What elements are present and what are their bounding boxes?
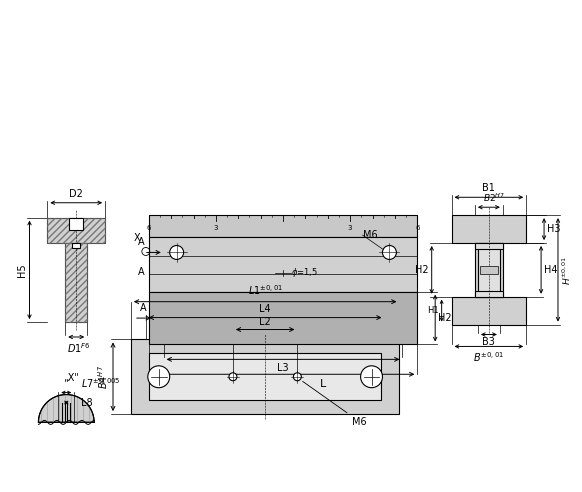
Text: A: A — [137, 267, 144, 277]
Text: „X": „X" — [63, 372, 79, 383]
Bar — [72, 243, 80, 248]
Text: 6: 6 — [147, 225, 151, 231]
Bar — [149, 215, 417, 237]
Bar — [69, 217, 83, 230]
Bar — [65, 243, 87, 322]
Bar — [452, 215, 526, 243]
Bar — [47, 217, 105, 243]
Text: L8: L8 — [81, 398, 93, 407]
Bar — [65, 243, 87, 322]
Circle shape — [229, 373, 237, 381]
Text: $D1^{F6}$: $D1^{F6}$ — [68, 341, 91, 355]
Text: H4: H4 — [544, 265, 558, 275]
Text: $H^{\pm 0,01}$: $H^{\pm 0,01}$ — [561, 255, 573, 284]
Bar — [478, 248, 500, 292]
Circle shape — [148, 366, 170, 388]
Text: 6: 6 — [415, 225, 420, 231]
Bar — [131, 339, 399, 414]
Text: $L7^{\pm 0,005}$: $L7^{\pm 0,005}$ — [81, 376, 121, 390]
Text: A: A — [140, 303, 146, 313]
Text: L: L — [320, 379, 327, 389]
Text: M6: M6 — [363, 230, 377, 240]
Text: D2: D2 — [69, 189, 83, 199]
Text: $\phi$=1,5: $\phi$=1,5 — [291, 266, 318, 279]
Text: H1: H1 — [427, 306, 439, 315]
Circle shape — [293, 373, 301, 381]
Bar — [149, 237, 417, 292]
Circle shape — [170, 246, 183, 259]
Text: $B4^{H7}$: $B4^{H7}$ — [96, 365, 110, 389]
Text: 3: 3 — [214, 225, 218, 231]
Text: M6: M6 — [303, 381, 367, 427]
Text: L4: L4 — [260, 304, 271, 313]
Bar — [149, 353, 381, 400]
Text: B1: B1 — [482, 184, 495, 193]
Bar — [149, 292, 417, 344]
Text: 3: 3 — [348, 225, 353, 231]
Bar — [475, 291, 503, 297]
Bar — [47, 217, 105, 243]
Text: A: A — [137, 238, 144, 247]
Polygon shape — [38, 395, 94, 423]
Bar — [452, 297, 526, 325]
Text: $L1^{\pm 0,01}$: $L1^{\pm 0,01}$ — [247, 283, 283, 297]
Text: $B2^{H7}$: $B2^{H7}$ — [482, 192, 505, 204]
Text: B3: B3 — [482, 338, 495, 347]
Text: H3: H3 — [547, 224, 560, 234]
Circle shape — [361, 366, 382, 388]
Text: H2: H2 — [438, 313, 452, 323]
Text: H2: H2 — [415, 265, 429, 275]
Bar — [475, 243, 503, 297]
Bar — [475, 243, 503, 249]
Text: X: X — [133, 233, 140, 243]
Bar — [480, 266, 498, 274]
Text: H5: H5 — [16, 263, 27, 277]
Circle shape — [382, 246, 396, 259]
Text: L2: L2 — [259, 316, 271, 327]
Text: $B^{\pm 0,01}$: $B^{\pm 0,01}$ — [473, 350, 505, 364]
Text: L3: L3 — [277, 363, 289, 373]
